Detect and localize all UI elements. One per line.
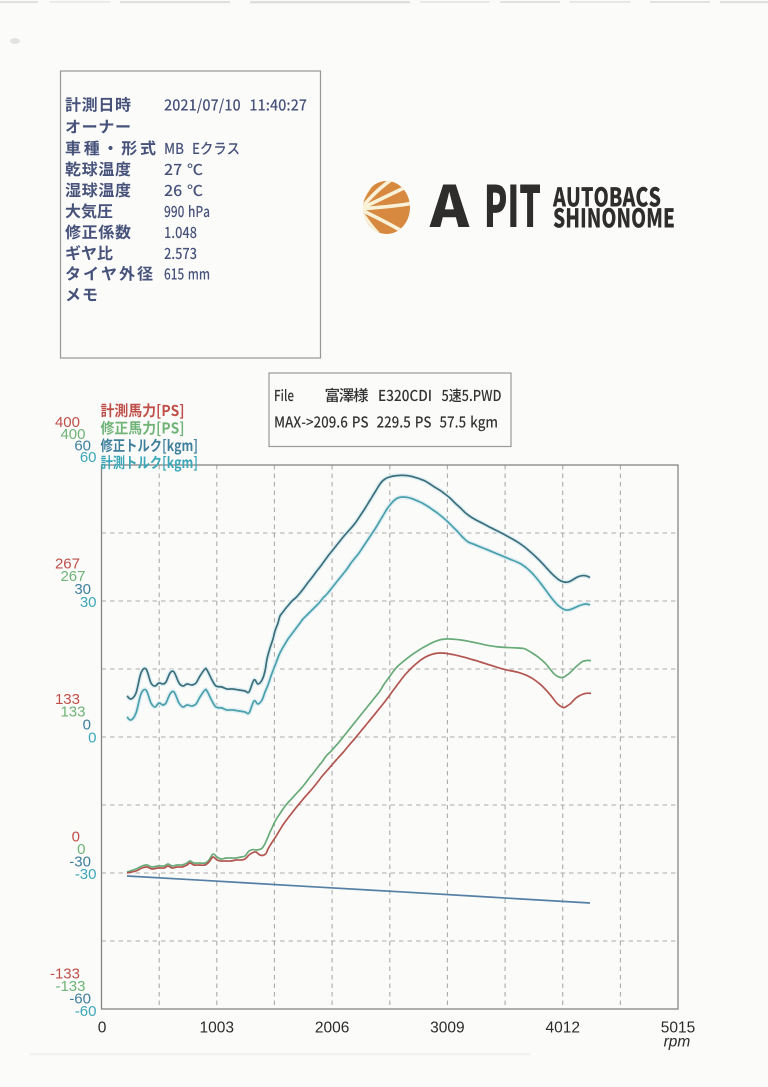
svg-text:267: 267 [60, 568, 85, 585]
svg-text:3009: 3009 [430, 1020, 464, 1037]
svg-text:4012: 4012 [545, 1020, 579, 1037]
svg-text:-133: -133 [55, 978, 85, 995]
svg-text:30: 30 [74, 581, 91, 598]
svg-text:0: 0 [98, 1020, 107, 1037]
svg-text:-30: -30 [69, 854, 91, 871]
svg-text:267: 267 [55, 556, 80, 573]
svg-text:400: 400 [55, 414, 80, 431]
svg-text:133: 133 [55, 691, 80, 708]
svg-text:60: 60 [80, 449, 97, 466]
svg-text:60: 60 [74, 438, 91, 455]
svg-text:400: 400 [60, 426, 85, 443]
svg-text:0: 0 [77, 841, 85, 858]
svg-text:-60: -60 [69, 991, 91, 1008]
svg-text:1003: 1003 [200, 1020, 234, 1037]
svg-text:0: 0 [72, 829, 80, 846]
svg-text:5015: 5015 [661, 1020, 695, 1037]
svg-text:30: 30 [80, 594, 97, 611]
svg-text:-60: -60 [75, 1003, 97, 1020]
svg-text:0: 0 [88, 730, 96, 747]
svg-text:133: 133 [60, 704, 85, 721]
svg-text:-133: -133 [50, 966, 80, 983]
svg-text:2006: 2006 [315, 1020, 349, 1037]
svg-text:0: 0 [83, 717, 91, 734]
svg-text:rpm: rpm [664, 1034, 691, 1051]
svg-text:-30: -30 [75, 866, 97, 883]
